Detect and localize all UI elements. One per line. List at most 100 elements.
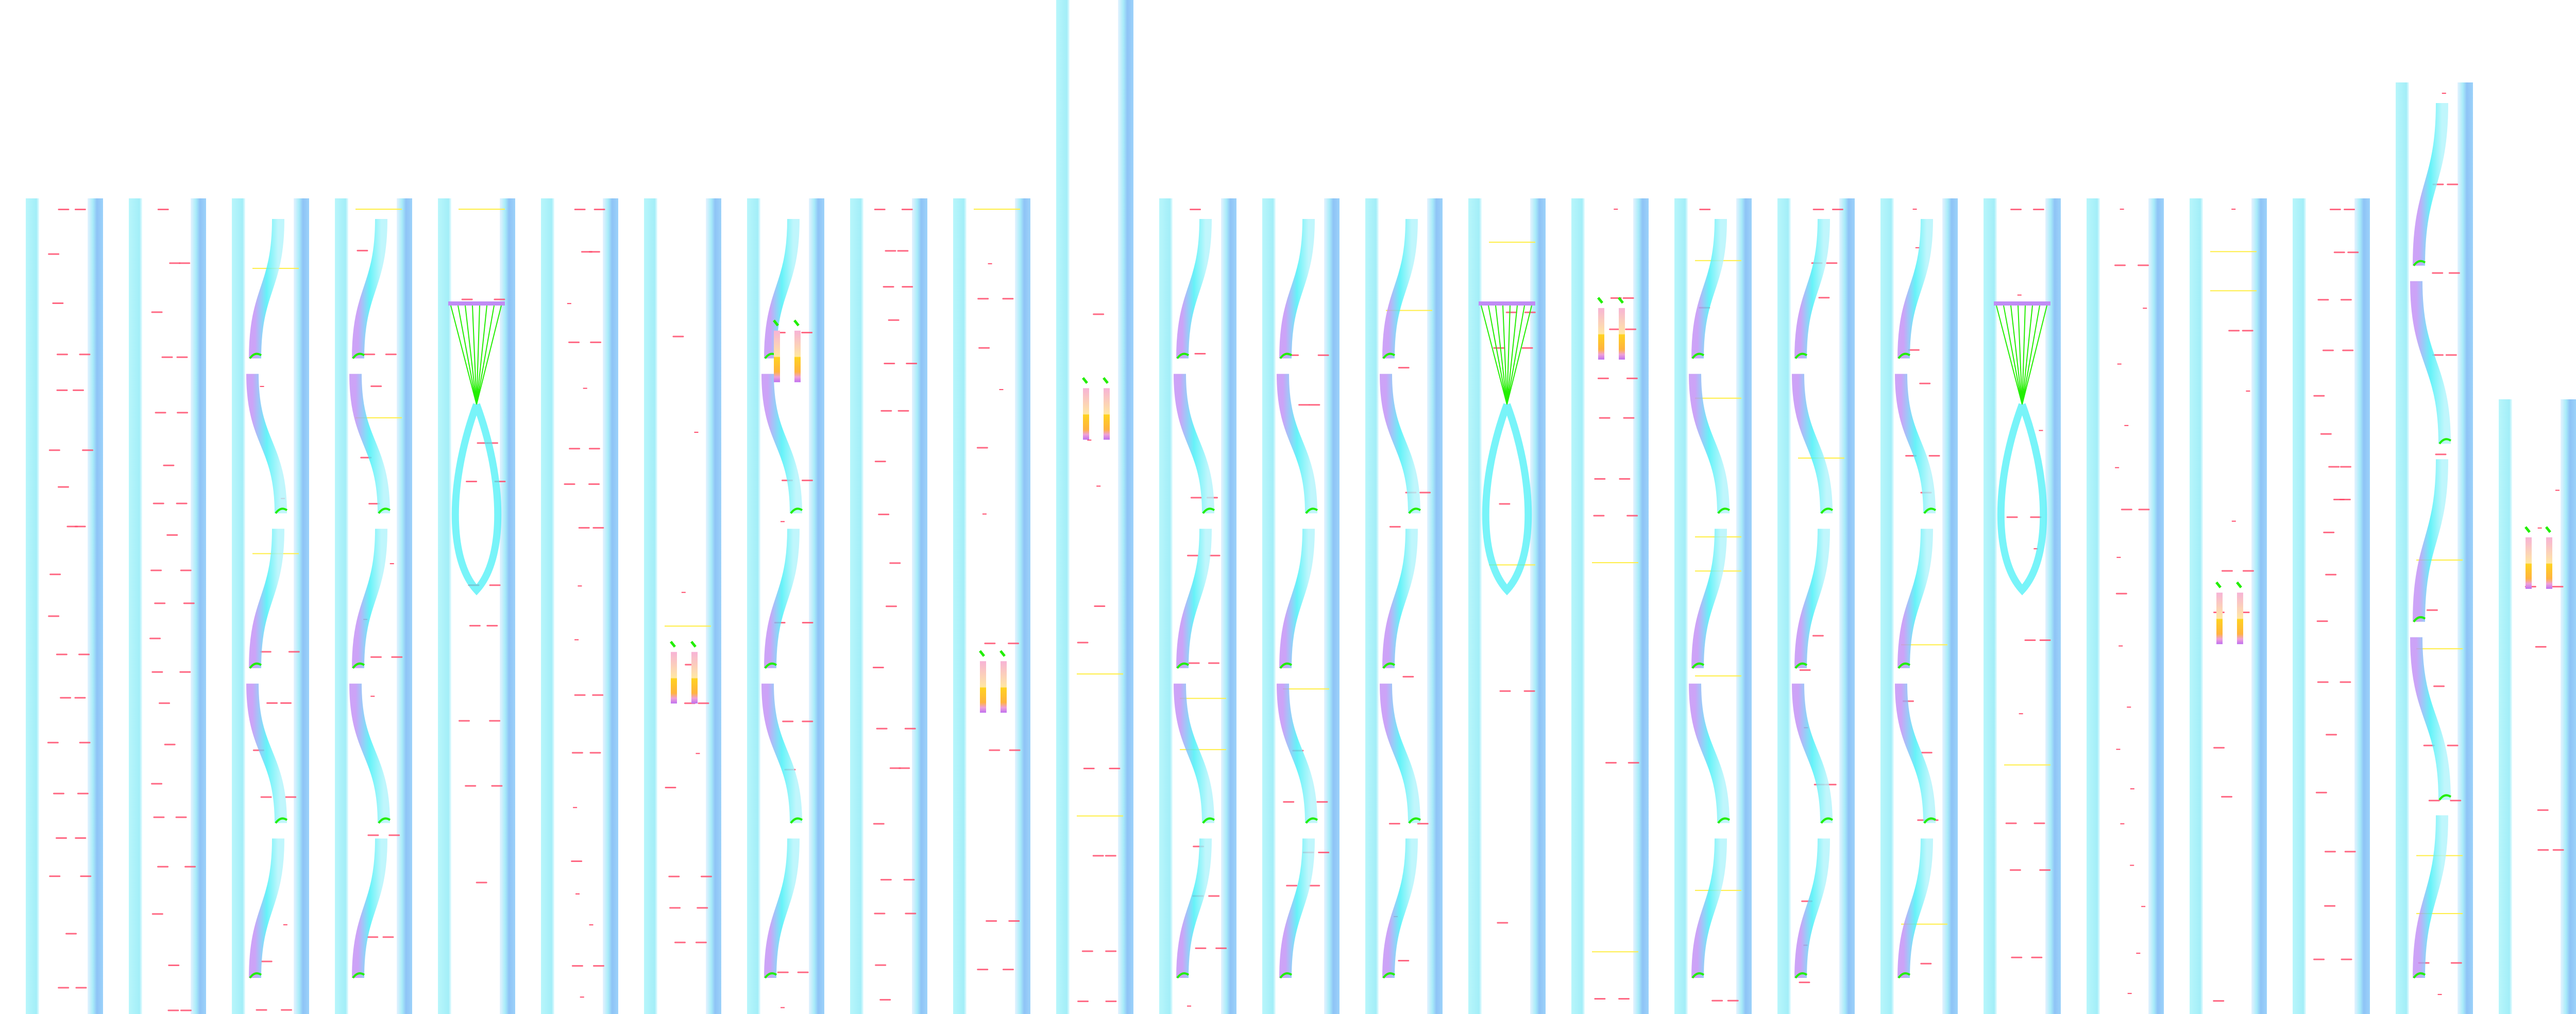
red-dash [2426, 609, 2438, 611]
green-mark [352, 662, 365, 669]
red-dash [58, 987, 70, 989]
red-dash [2317, 681, 2329, 683]
red-dash [589, 752, 601, 754]
red-tick [2115, 467, 2120, 468]
green-tick [1082, 377, 1088, 384]
red-dash [1625, 328, 1637, 330]
column-right-band [2458, 82, 2473, 1014]
red-dash [2450, 962, 2462, 964]
red-dash [58, 209, 70, 210]
red-dash [391, 656, 403, 658]
ribbon [1897, 218, 1933, 359]
green-mark [1923, 817, 1937, 824]
yellow-dash [665, 626, 711, 627]
green-mark [352, 972, 365, 979]
yellow-dash [1695, 397, 1741, 399]
red-dash [2242, 330, 2253, 332]
red-dash [2450, 800, 2462, 802]
red-dash [1388, 823, 1400, 825]
green-mark [790, 508, 803, 514]
red-dash [74, 697, 86, 699]
gradient-bar [1598, 308, 1604, 360]
fan-line [1506, 305, 1518, 405]
red-dash [2340, 299, 2352, 301]
yellow-dash [355, 209, 402, 210]
red-tick [574, 639, 579, 640]
red-tick [389, 563, 394, 565]
red-dash [571, 965, 583, 967]
red-dash [1799, 669, 1811, 671]
red-dash [489, 584, 501, 586]
red-dash [904, 728, 916, 730]
red-dash [574, 694, 586, 696]
red-tick [696, 753, 700, 754]
column [747, 198, 824, 1014]
red-dash [1105, 855, 1116, 857]
red-dash [1190, 209, 1201, 210]
column-left-band [438, 198, 451, 1014]
green-mark [1382, 662, 1396, 669]
red-dash [2121, 509, 2132, 511]
gradient-bar [980, 661, 986, 713]
column-left-band [850, 198, 863, 1014]
green-mark [1202, 817, 1215, 824]
green-mark [2438, 438, 2452, 445]
ribbon [2413, 815, 2448, 978]
red-dash [802, 720, 814, 722]
red-dash [58, 486, 70, 488]
fan-line [2003, 305, 2023, 405]
red-dash [899, 767, 910, 769]
column-left-band [2499, 399, 2512, 1014]
red-dash [2552, 849, 2564, 851]
red-dash [1812, 209, 1824, 210]
red-dash [1826, 262, 1838, 264]
red-dash [674, 941, 686, 943]
red-dash [1626, 377, 1638, 379]
column-right-band [2251, 198, 2267, 1014]
red-tick [2141, 906, 2146, 907]
red-dash [588, 483, 600, 485]
red-dash [874, 912, 886, 915]
red-dash [872, 666, 884, 668]
yellow-dash [1283, 688, 1329, 690]
red-dash [2115, 593, 2127, 595]
red-tick [988, 263, 992, 264]
column [2087, 198, 2164, 1014]
red-dash [476, 882, 487, 884]
red-dash [465, 785, 477, 787]
green-mark [1897, 972, 1911, 979]
yellow-dash [2416, 648, 2463, 650]
red-tick [583, 387, 587, 389]
fan-line [1506, 305, 1511, 405]
red-dash [1599, 417, 1611, 419]
red-dash [56, 353, 68, 356]
green-mark [1305, 817, 1318, 824]
yellow-dash [974, 209, 1020, 210]
red-dash [2344, 209, 2355, 210]
ribbon [1794, 838, 1830, 978]
red-dash [1832, 209, 1843, 210]
column [1468, 198, 1546, 1014]
column [129, 198, 206, 1014]
column-left-band [26, 198, 39, 1014]
red-dash [976, 447, 988, 449]
red-dash [2339, 499, 2351, 501]
fan-header [448, 301, 505, 306]
red-dash [1497, 922, 1509, 924]
green-mark [2413, 616, 2426, 623]
column-left-band [1159, 198, 1173, 1014]
red-tick [2117, 363, 2122, 365]
red-dash [1105, 1000, 1117, 1002]
gradient-bar [691, 652, 698, 704]
green-mark [249, 352, 262, 359]
gradient-bar [1619, 308, 1625, 360]
red-dash [1398, 960, 1410, 962]
red-dash [176, 356, 188, 358]
red-tick [283, 924, 287, 925]
column-right-band [1736, 198, 1752, 1014]
red-tick [2231, 209, 2236, 210]
red-dash [897, 410, 909, 412]
column-left-band [747, 198, 760, 1014]
ribbon [1689, 374, 1730, 514]
red-dash [1008, 920, 1020, 922]
